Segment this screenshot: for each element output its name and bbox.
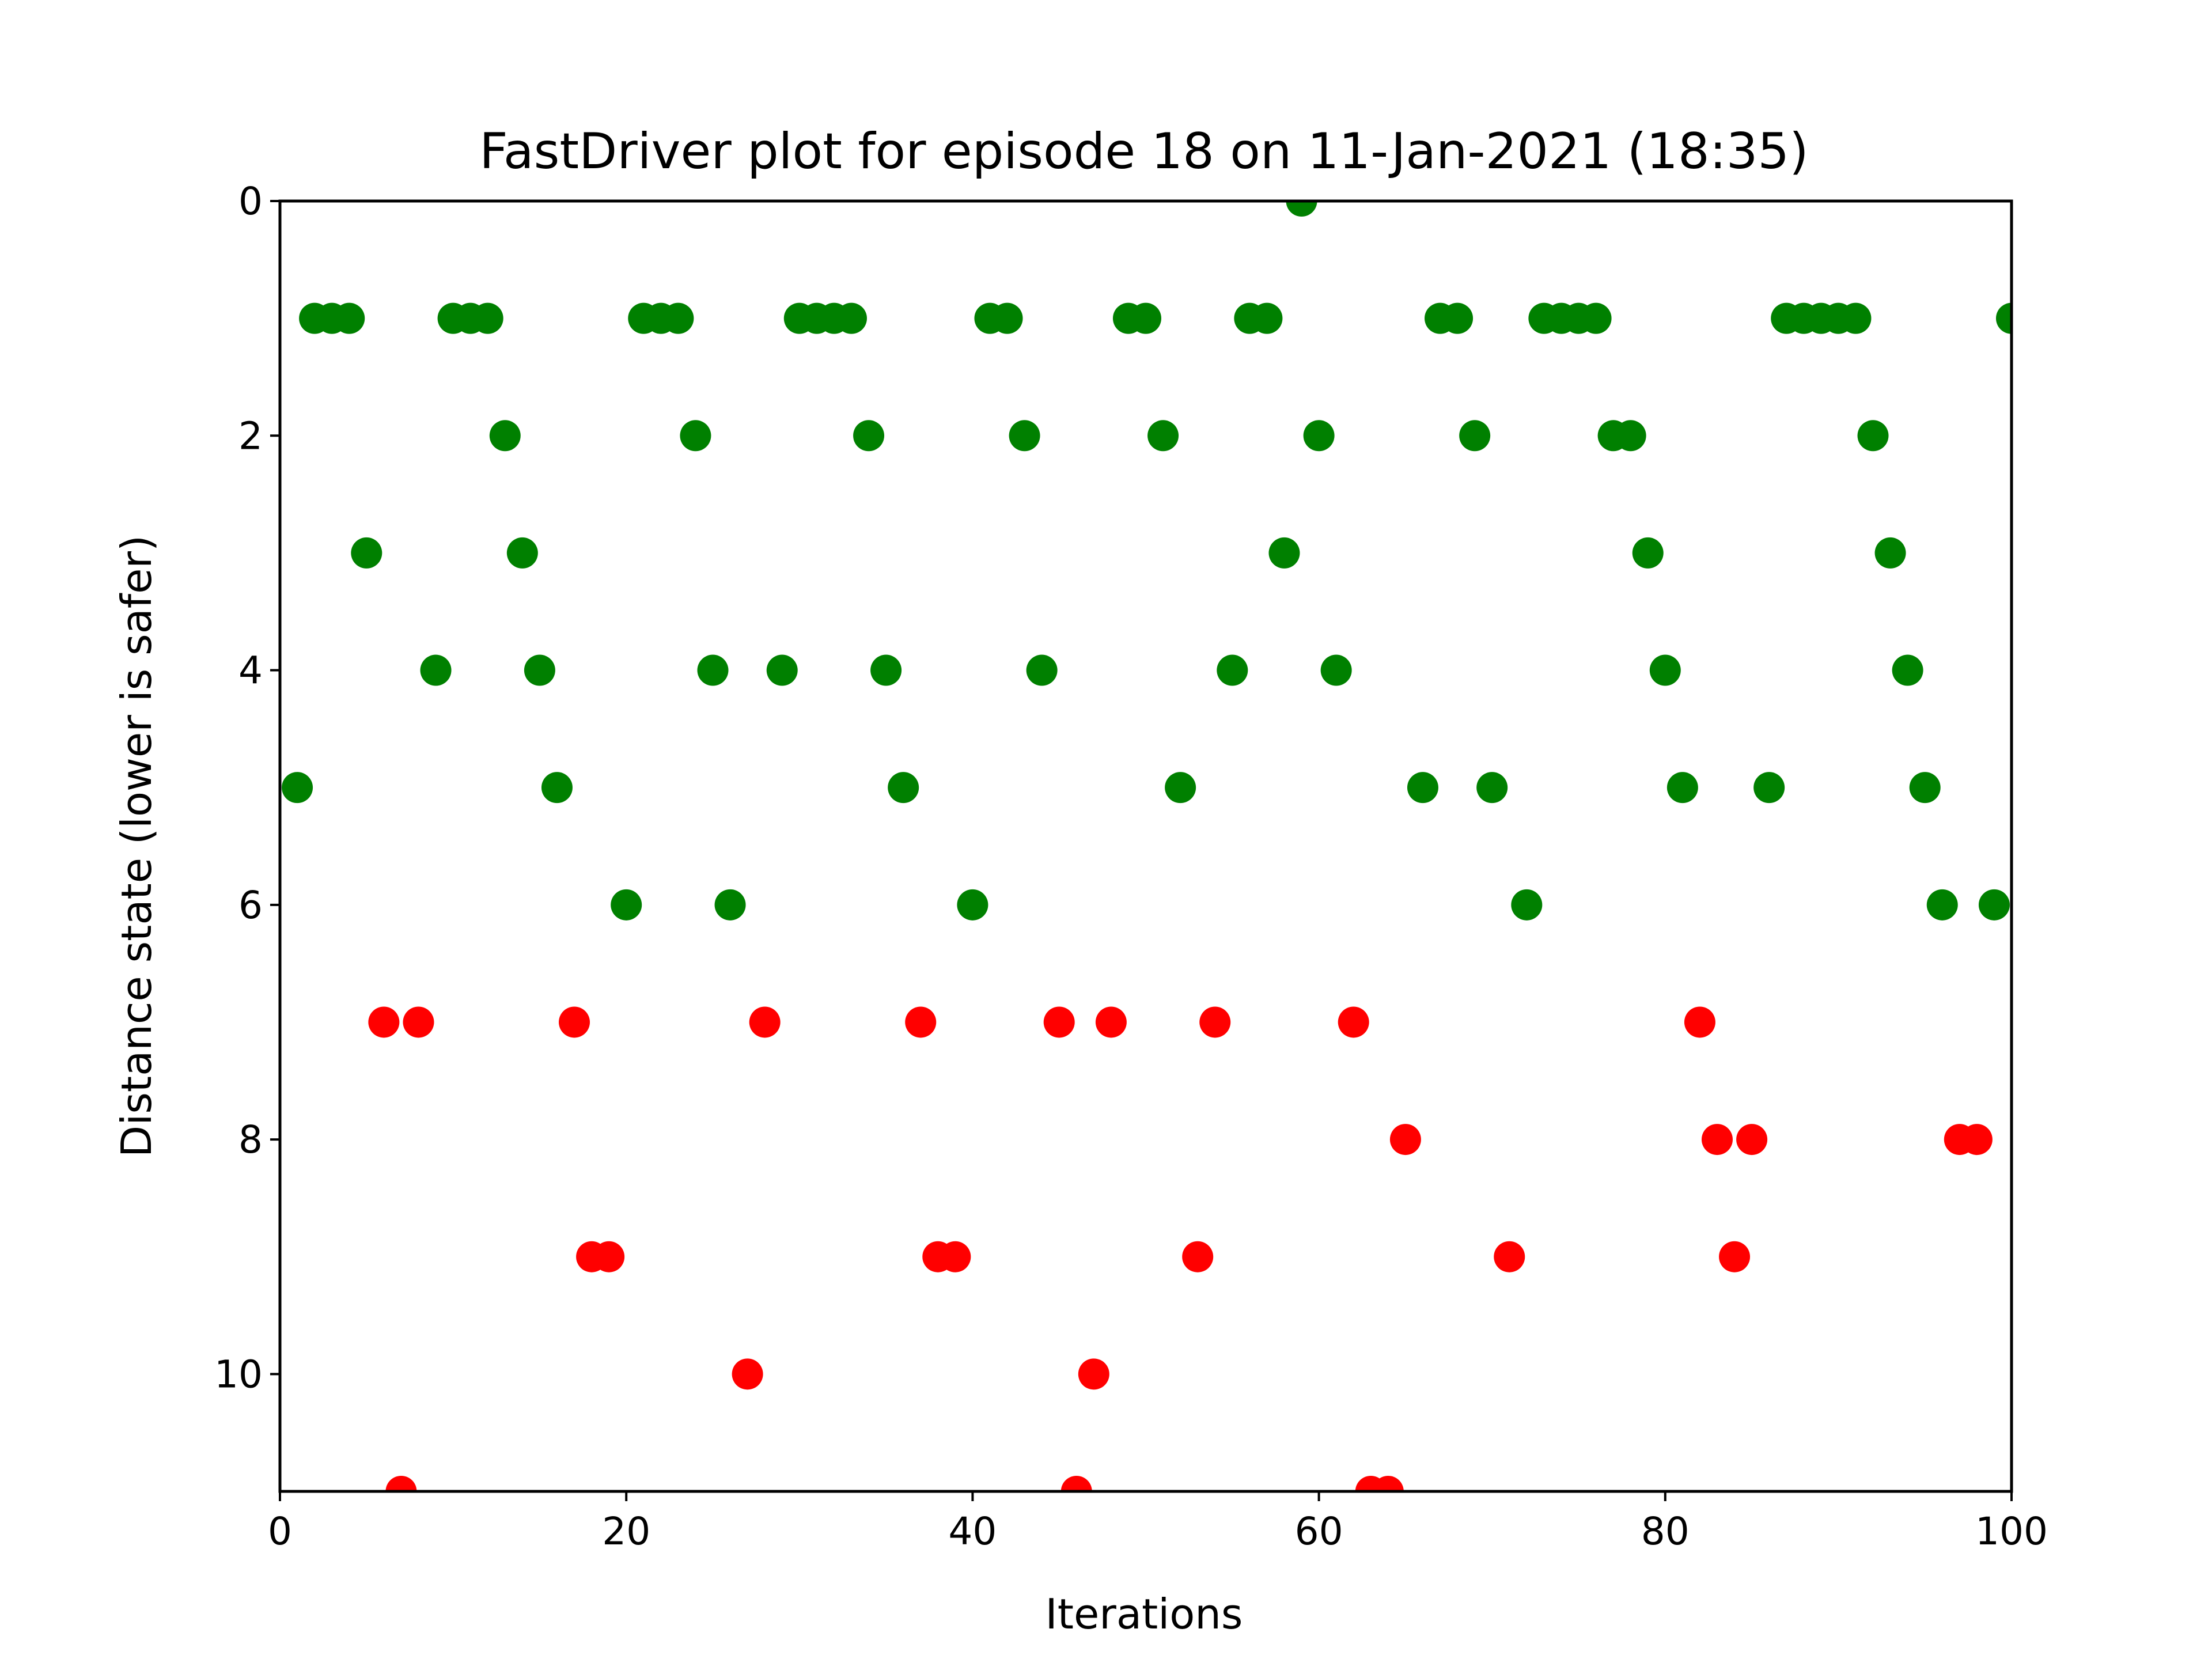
data-point [1009, 420, 1040, 452]
data-point [940, 1241, 971, 1272]
data-point [1286, 201, 1317, 217]
data-point [991, 302, 1023, 334]
data-point [282, 772, 313, 804]
data-point [1217, 654, 1248, 686]
data-point [1701, 1124, 1733, 1156]
data-point [835, 302, 867, 334]
data-point [506, 537, 538, 569]
data-point [1874, 537, 1906, 569]
y-tick-label: 4 [238, 649, 263, 693]
data-point [403, 1006, 434, 1038]
data-point [611, 889, 642, 921]
data-point [541, 772, 573, 804]
data-point [1719, 1241, 1751, 1272]
data-point [1060, 1476, 1092, 1491]
data-point [351, 537, 382, 569]
data-point [662, 302, 694, 334]
data-point [1840, 302, 1872, 334]
data-point [385, 1476, 417, 1491]
data-point [559, 1006, 590, 1038]
data-point [870, 654, 902, 686]
data-points [282, 201, 2012, 1491]
x-tick-label: 60 [1295, 1509, 1343, 1554]
data-point [1459, 420, 1491, 452]
y-axis-label: Distance state (lower is safer) [112, 535, 161, 1157]
x-axis-label: Iterations [1046, 1590, 1243, 1638]
data-point [1130, 302, 1161, 334]
data-point [766, 654, 798, 686]
data-point [1511, 889, 1543, 921]
data-point [1684, 1006, 1715, 1038]
data-point [524, 654, 555, 686]
x-tick-label: 0 [268, 1509, 292, 1554]
data-point [1442, 302, 1474, 334]
data-point [1476, 772, 1508, 804]
data-point [1580, 302, 1612, 334]
x-tick-label: 20 [602, 1509, 650, 1554]
data-point [420, 654, 452, 686]
data-point [1165, 772, 1196, 804]
data-point [1199, 1006, 1231, 1038]
data-point [697, 654, 729, 686]
data-point [853, 420, 885, 452]
data-point [732, 1358, 763, 1390]
data-point [1736, 1124, 1768, 1156]
chart-title: FastDriver plot for episode 18 on 11-Jan… [479, 123, 1808, 180]
data-point [1615, 420, 1646, 452]
data-point [749, 1006, 781, 1038]
data-point [1389, 1124, 1421, 1156]
data-point [1996, 302, 2012, 334]
axis-ticks: 0 20 40 60 80 100 0 2 4 6 8 10 [214, 179, 2048, 1554]
y-tick-label: 6 [238, 883, 263, 927]
data-point [714, 889, 746, 921]
data-point [1961, 1124, 1993, 1156]
data-point [1303, 420, 1335, 452]
y-tick-label: 0 [238, 179, 263, 224]
data-point [1892, 654, 1923, 686]
y-tick-label: 10 [214, 1352, 263, 1396]
data-point [1857, 420, 1889, 452]
data-point [888, 772, 919, 804]
y-tick-label: 8 [238, 1118, 263, 1162]
x-tick-label: 100 [1975, 1509, 2048, 1554]
data-point [1494, 1241, 1525, 1272]
data-point [1268, 537, 1300, 569]
data-point [472, 302, 503, 334]
data-point [1078, 1358, 1109, 1390]
data-point [1095, 1006, 1127, 1038]
data-point [593, 1241, 625, 1272]
data-point [680, 420, 711, 452]
x-tick-label: 40 [948, 1509, 997, 1554]
data-point [1978, 889, 2010, 921]
data-point [1372, 1476, 1404, 1491]
data-point [1632, 537, 1664, 569]
data-point [1147, 420, 1179, 452]
y-tick-label: 2 [238, 414, 263, 458]
data-point [1753, 772, 1785, 804]
data-point [368, 1006, 400, 1038]
plot-frame [278, 199, 2013, 1493]
data-point [334, 302, 365, 334]
data-point [905, 1006, 937, 1038]
data-point [1043, 1006, 1075, 1038]
data-point [1026, 654, 1058, 686]
data-point [1909, 772, 1941, 804]
data-point [1182, 1241, 1214, 1272]
data-point [957, 889, 988, 921]
data-point [489, 420, 521, 452]
x-tick-label: 80 [1641, 1509, 1690, 1554]
data-point [1649, 654, 1681, 686]
data-point [1320, 654, 1352, 686]
data-point [1666, 772, 1698, 804]
data-point [1251, 302, 1283, 334]
data-point [1338, 1006, 1369, 1038]
data-point [1407, 772, 1438, 804]
data-point [1926, 889, 1958, 921]
